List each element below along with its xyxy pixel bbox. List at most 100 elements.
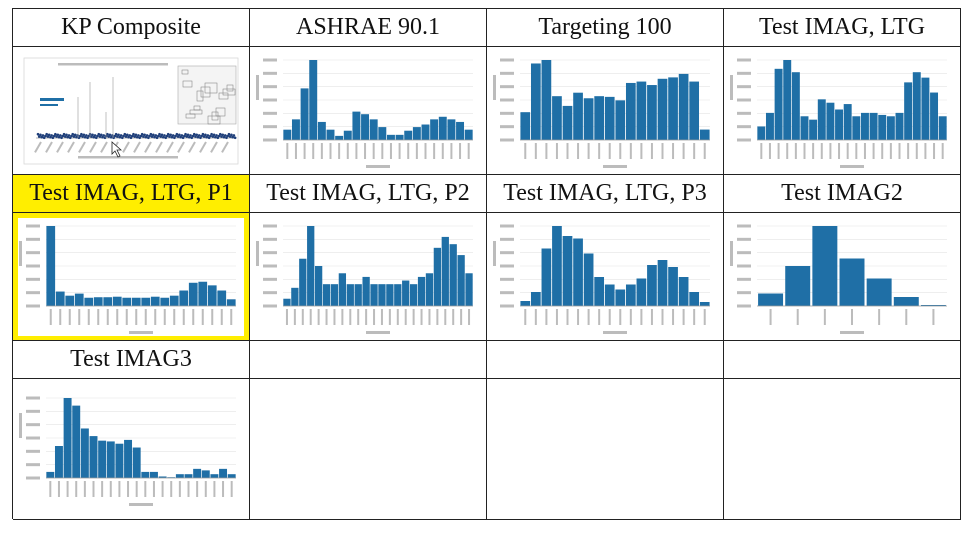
tick-label: [500, 250, 514, 254]
scatter-point: [76, 133, 79, 137]
x-tick-label: [285, 308, 288, 325]
bar: [552, 95, 562, 140]
chart-svg: [18, 217, 244, 336]
chart-background: [18, 217, 244, 336]
x-tick-label: [144, 481, 147, 497]
map-feature: [200, 86, 211, 97]
bar: [457, 254, 465, 306]
tick-label: [263, 71, 277, 75]
scatter-point: [158, 132, 161, 135]
map-feature: [226, 84, 234, 91]
tick-label: [500, 277, 514, 281]
bar: [55, 291, 65, 306]
tick-label: [263, 124, 277, 128]
y-axis-title: [730, 74, 733, 100]
bar: [930, 92, 939, 140]
bar: [464, 129, 473, 140]
bar: [758, 293, 784, 306]
tick-label: [26, 409, 40, 413]
annotation-placeholder: [40, 103, 58, 106]
cell-title-targeting-100: Targeting 100: [487, 9, 724, 47]
x-tick-label: [365, 308, 368, 325]
bar: [299, 258, 307, 306]
x-tick-label: [389, 142, 392, 159]
x-tick-label: [178, 481, 181, 497]
tick-label: [737, 264, 751, 267]
x-tick-label: [703, 142, 706, 159]
scatter-point: [140, 132, 144, 135]
bar: [647, 264, 657, 306]
x-tick-label: [915, 142, 918, 159]
scatter-point: [189, 133, 192, 137]
bar: [791, 71, 800, 140]
x-tick-label: [851, 308, 853, 325]
histogram-thumbnail: [255, 51, 481, 170]
tick-label: [263, 98, 277, 101]
x-tick-label: [220, 308, 223, 325]
x-tick-label: [196, 481, 199, 497]
bar: [647, 84, 657, 140]
x-tick-label: [420, 308, 423, 325]
chart-svg: [729, 217, 955, 336]
bar: [317, 121, 326, 140]
cell-image-test-imag-ltg-p3: [487, 213, 724, 341]
bar: [573, 238, 583, 306]
bar: [552, 225, 562, 306]
bar: [809, 119, 818, 140]
bar: [800, 115, 809, 140]
bar: [417, 276, 426, 306]
bar: [839, 258, 865, 306]
bar: [158, 476, 167, 478]
cell-title-test-imag3: Test IMAG3: [13, 341, 250, 379]
scatter-point: [166, 132, 170, 135]
bar: [369, 118, 378, 140]
scatter-point: [227, 132, 231, 135]
scatter-point: [67, 133, 71, 137]
tick-label: [26, 463, 40, 467]
bar: [689, 291, 700, 306]
scatter-point: [47, 133, 51, 136]
scatter-point: [82, 133, 86, 136]
bar: [657, 259, 668, 306]
x-tick-label: [693, 308, 696, 325]
y-axis-title: [730, 240, 733, 266]
scatter-point: [163, 133, 166, 137]
x-tick-label: [846, 142, 849, 159]
x-tick-label: [428, 308, 431, 325]
bar: [465, 272, 473, 306]
bar: [354, 283, 362, 306]
tick-label: [263, 111, 277, 115]
y-axis-title: [19, 240, 22, 266]
bar: [404, 130, 413, 140]
bar: [343, 130, 352, 140]
title-text: Test IMAG3: [70, 346, 192, 372]
bar: [678, 73, 689, 140]
tick-label: [263, 250, 277, 254]
cell-title-ashrae: ASHRAE 90.1: [250, 9, 487, 47]
bar: [583, 253, 594, 306]
x-tick-label: [838, 142, 841, 159]
map-feature: [215, 107, 226, 116]
x-tick-label: [66, 481, 69, 497]
chart-svg: [492, 51, 718, 170]
bar: [283, 298, 291, 306]
map-feature: [222, 88, 236, 95]
x-tick-label: [301, 308, 304, 325]
bar: [886, 115, 895, 140]
x-tick-label: [222, 481, 225, 497]
bar: [835, 108, 844, 140]
x-tick-label: [650, 142, 653, 159]
bar: [895, 112, 904, 140]
chart-svg: [18, 390, 244, 508]
x-tick-label: [534, 142, 537, 159]
scatter-point: [212, 133, 216, 136]
bar: [765, 112, 774, 140]
bar: [438, 116, 447, 140]
x-tick-label: [672, 142, 675, 159]
tick-label: [500, 111, 514, 115]
chart-svg: [255, 217, 481, 336]
scatter-thumbnail: [18, 51, 244, 170]
bar: [583, 97, 594, 140]
x-tick-label: [444, 308, 447, 325]
tick-label: [26, 224, 40, 227]
